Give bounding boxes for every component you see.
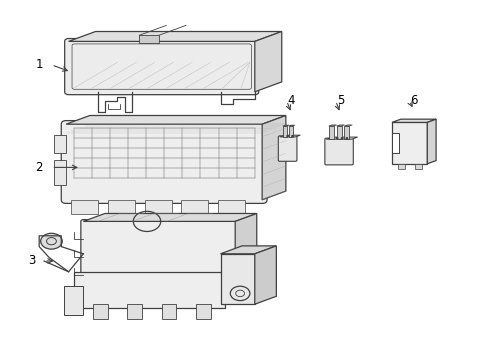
Polygon shape (427, 119, 436, 164)
Text: 3: 3 (28, 255, 36, 267)
Text: 4: 4 (288, 94, 295, 107)
Bar (181, 200, 208, 214)
Bar (329, 126, 334, 139)
Polygon shape (69, 31, 282, 41)
Bar (398, 164, 405, 169)
Text: 5: 5 (337, 94, 344, 107)
Bar (74, 272, 225, 308)
Circle shape (41, 233, 62, 249)
Bar (392, 122, 427, 164)
Bar (93, 304, 108, 319)
Bar (71, 200, 98, 214)
FancyBboxPatch shape (65, 39, 259, 95)
Polygon shape (326, 137, 358, 139)
Text: 6: 6 (410, 94, 418, 107)
Bar (54, 160, 66, 185)
Bar (127, 304, 142, 319)
Polygon shape (66, 116, 286, 124)
Bar (344, 126, 349, 139)
Polygon shape (337, 125, 344, 126)
Circle shape (341, 137, 343, 139)
Bar (196, 304, 211, 319)
Circle shape (291, 135, 294, 137)
Bar (64, 286, 83, 315)
Bar (289, 126, 293, 137)
Polygon shape (220, 246, 276, 254)
Polygon shape (392, 119, 436, 122)
Polygon shape (280, 135, 300, 137)
Polygon shape (283, 125, 289, 126)
Bar (283, 126, 287, 137)
Bar (54, 135, 66, 153)
Polygon shape (344, 125, 352, 126)
FancyBboxPatch shape (325, 138, 353, 165)
Polygon shape (329, 125, 337, 126)
Polygon shape (255, 31, 282, 92)
Bar (220, 254, 255, 304)
Circle shape (286, 135, 289, 137)
Polygon shape (392, 133, 399, 153)
Circle shape (345, 137, 348, 139)
Text: 2: 2 (35, 161, 43, 174)
Bar (108, 200, 135, 214)
Polygon shape (262, 116, 286, 200)
Bar (337, 126, 342, 139)
Polygon shape (289, 125, 295, 126)
Circle shape (336, 137, 339, 139)
Bar (139, 35, 159, 43)
Bar (218, 200, 245, 214)
Bar (162, 304, 176, 319)
Polygon shape (235, 213, 257, 279)
Text: 1: 1 (35, 58, 43, 71)
FancyBboxPatch shape (81, 220, 238, 281)
Bar (145, 200, 171, 214)
Bar (415, 164, 422, 169)
FancyBboxPatch shape (61, 121, 267, 203)
Polygon shape (83, 213, 257, 221)
Polygon shape (255, 246, 276, 304)
FancyBboxPatch shape (278, 136, 297, 161)
